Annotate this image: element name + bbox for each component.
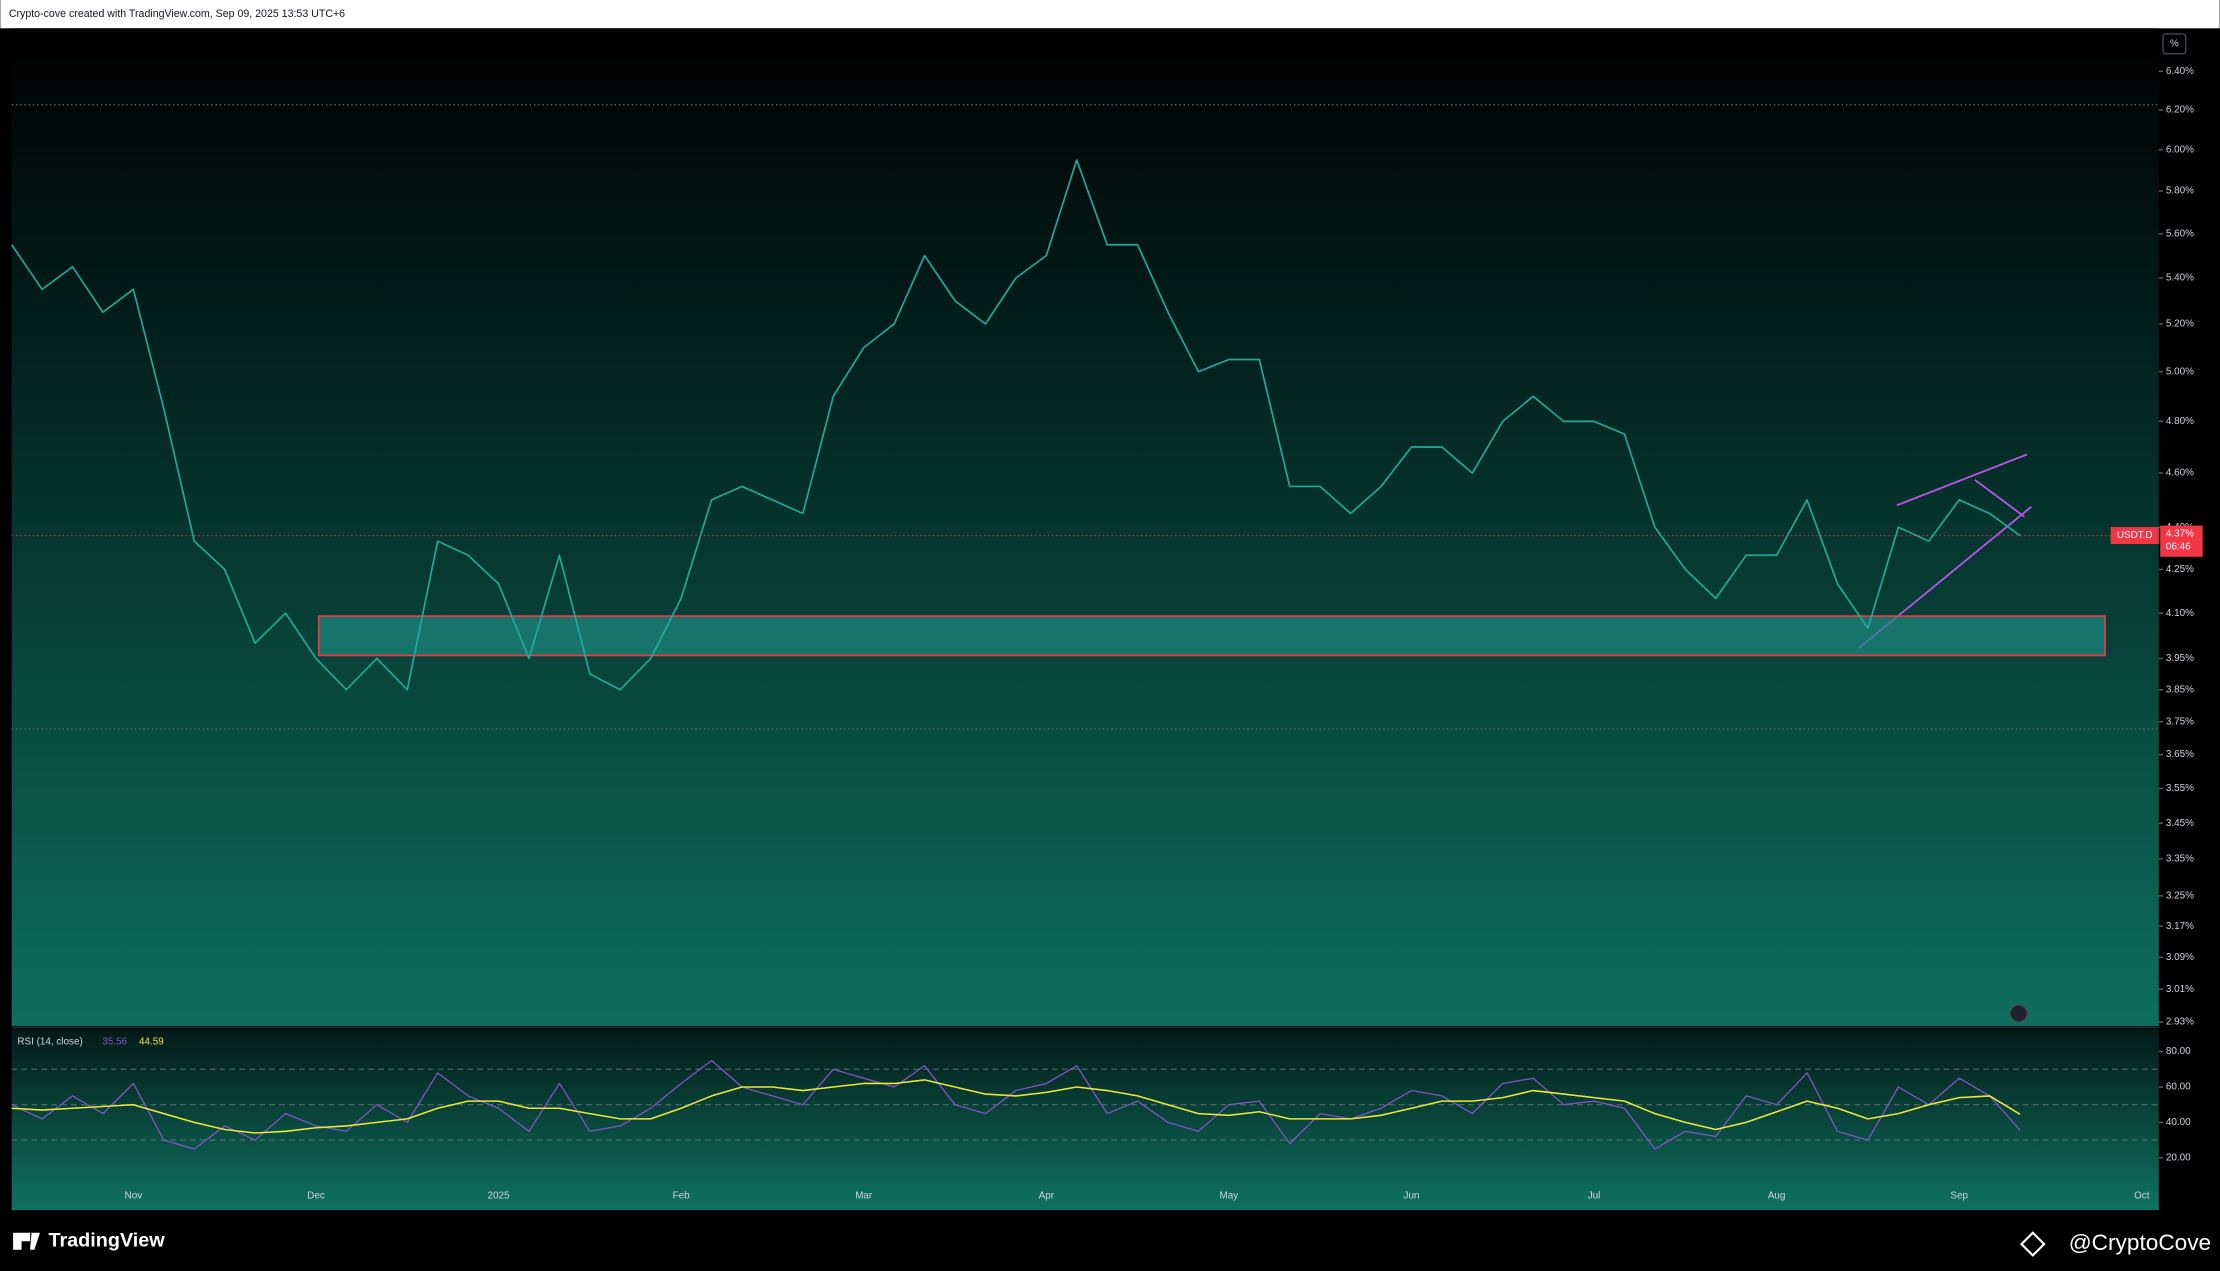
x-tick-label: Aug (1768, 1191, 1786, 1202)
x-tick-label: Jun (1403, 1191, 1419, 1202)
support-zone (317, 615, 2106, 657)
rsi-value: 35.56 (102, 1036, 127, 1047)
y-tick-label: 3.55% (2166, 783, 2194, 794)
scale-button-label[interactable]: % (2170, 38, 2179, 49)
author-logo (2019, 1231, 2046, 1257)
x-tick-label: Sep (1950, 1191, 1968, 1202)
rsi-title: RSI (14, close) (17, 1036, 82, 1047)
price-label: 4.37% (2166, 529, 2194, 540)
price-badge (2160, 525, 2203, 557)
rsi-line (11, 1059, 2021, 1150)
rsi-pane (11, 1028, 2159, 1211)
y-tick-label: 2.93% (2166, 1017, 2194, 1028)
y-tick-label: 4.60% (2166, 468, 2194, 479)
y-tick-label: 3.35% (2166, 854, 2194, 865)
x-tick-label: May (1220, 1191, 1239, 1202)
trend-line (1974, 479, 2025, 518)
symbol-label: USDT.D (2117, 530, 2153, 541)
y-tick-label: 60.00 (2166, 1082, 2191, 1093)
y-tick-label: 5.60% (2166, 228, 2194, 239)
y-tick-label: 20.00 (2166, 1152, 2191, 1163)
y-tick-label: 3.25% (2166, 890, 2194, 901)
price-pane (11, 28, 2159, 1027)
y-tick-label: 4.10% (2166, 608, 2194, 619)
x-tick-label: Mar (855, 1191, 873, 1202)
footer-bar (0, 1220, 2220, 1271)
x-tick-label: Feb (673, 1191, 691, 1202)
y-tick-label: 6.00% (2166, 144, 2194, 155)
x-tick-label: Oct (2134, 1191, 2150, 1202)
header-text: Crypto-cove created with TradingView.com… (9, 8, 345, 20)
y-tick-label: 5.80% (2166, 186, 2194, 197)
countdown-label: 06:46 (2166, 541, 2191, 552)
x-tick-label: Apr (1039, 1191, 1055, 1202)
trend-line (1896, 453, 2028, 507)
rsi-ma-value: 44.59 (139, 1036, 164, 1047)
scale-button[interactable] (2162, 33, 2187, 55)
y-tick-label: 40.00 (2166, 1117, 2191, 1128)
y-tick-label: 3.17% (2166, 921, 2194, 932)
y-tick-label: 3.85% (2166, 684, 2194, 695)
y-tick-label: 6.20% (2166, 105, 2194, 116)
price-line (10, 159, 2021, 691)
y-tick-label: 3.95% (2166, 653, 2194, 664)
y-tick-label: 4.80% (2166, 416, 2194, 427)
alert-icon[interactable] (2009, 1004, 2028, 1023)
footer-author: @CryptoCove (2069, 1230, 2211, 1255)
x-tick-label: Nov (125, 1191, 143, 1202)
x-tick-label: Dec (307, 1191, 325, 1202)
y-tick-label: 80.00 (2166, 1046, 2191, 1057)
y-tick-label: 3.45% (2166, 818, 2194, 829)
y-tick-label: 5.20% (2166, 319, 2194, 330)
x-tick-label: 2025 (488, 1191, 511, 1202)
y-tick-label: 5.00% (2166, 366, 2194, 377)
y-tick-label: 3.75% (2166, 716, 2194, 727)
y-tick-label: 3.09% (2166, 952, 2194, 963)
symbol-badge (2110, 527, 2159, 545)
rsi-ma-line (11, 1079, 2021, 1134)
footer-brand: TradingView (48, 1230, 165, 1252)
y-tick-label: 3.01% (2166, 984, 2194, 995)
y-tick-label: 6.40% (2166, 66, 2194, 77)
header-bar (0, 0, 2220, 29)
y-tick-label: 4.25% (2166, 564, 2194, 575)
y-tick-label: 5.40% (2166, 273, 2194, 284)
x-tick-label: Jul (1588, 1191, 1601, 1202)
y-tick-label: 3.65% (2166, 749, 2194, 760)
